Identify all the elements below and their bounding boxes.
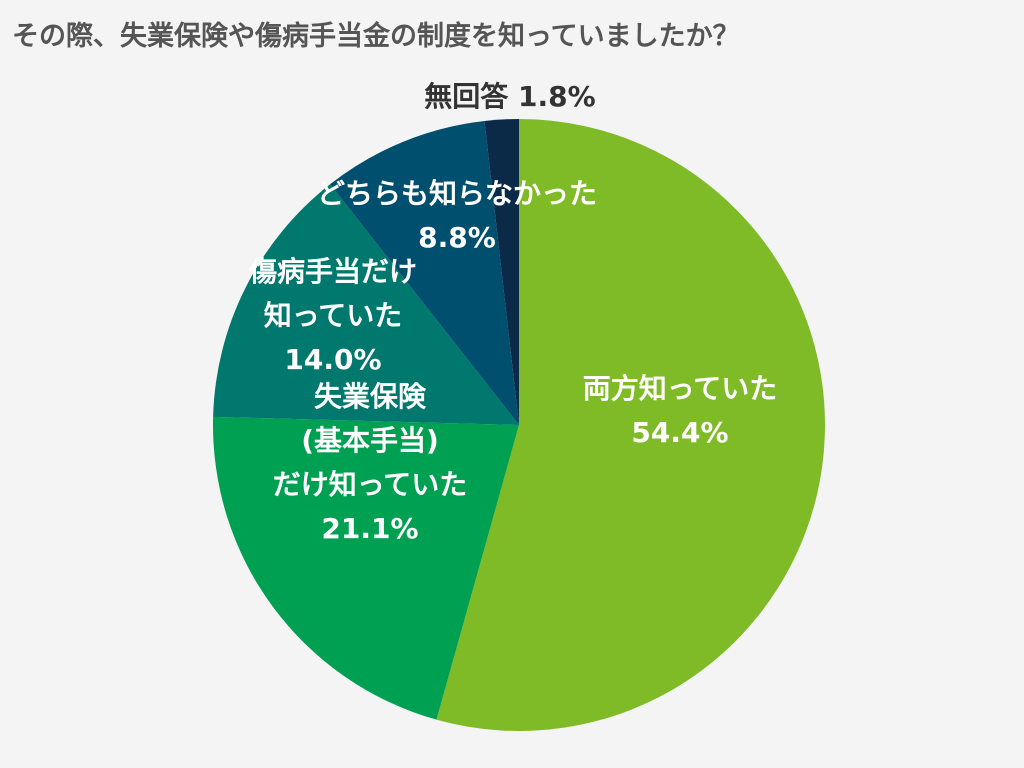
slice-value-1: 21.1% [321,512,418,545]
slice-label-4: 無回答 1.8% [424,80,595,113]
pie-slice-3 [330,120,519,425]
slice-value-3: 8.8% [418,221,496,254]
slice-label-3-line-0: どちらも知らなかった [317,177,597,210]
slice-label-2-line-1: 知っていた [264,299,403,332]
slice-label-1-line-1: (基本手当) [301,424,439,457]
slice-label-1-line-0: 失業保険 [314,380,427,413]
chart-title: その際、失業保険や傷病手当金の制度を知っていましたか？ [12,21,740,52]
slice-label-0-line-0: 両方知っていた [583,372,778,405]
slice-value-0: 54.4% [631,416,728,449]
slice-label-2-line-0: 傷病手当だけ [248,255,417,288]
pie-slice-2 [213,184,520,425]
slice-value-2: 14.0% [284,343,381,376]
slice-label-1-line-2: だけ知っていた [273,468,468,501]
pie-slice-0 [436,119,826,731]
slice-value-4: 1.8% [518,80,596,113]
pie-slice-4 [484,119,519,425]
pie-slice-1 [213,416,519,720]
